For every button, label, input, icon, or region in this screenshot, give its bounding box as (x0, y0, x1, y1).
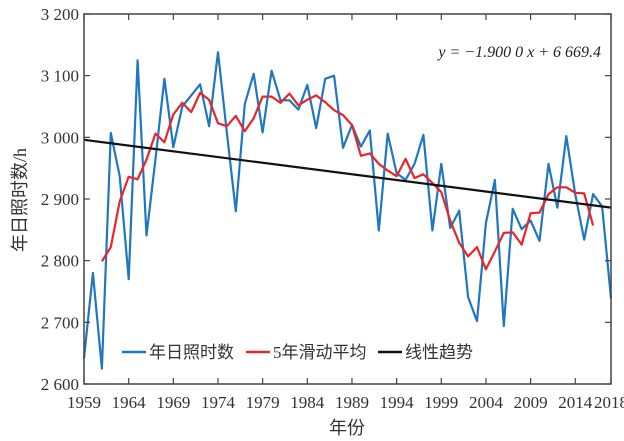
legend-label: 线性趋势 (405, 343, 473, 362)
x-axis-label: 年份 (329, 418, 365, 438)
y-tick-label: 2 600 (41, 375, 79, 394)
y-tick-label: 3 100 (41, 67, 79, 86)
x-tick-label: 1959 (67, 393, 101, 412)
x-tick-label: 1994 (380, 393, 415, 412)
x-tick-label: 1974 (201, 393, 236, 412)
x-tick-label: 1969 (156, 393, 190, 412)
annual-sunshine-line (82, 51, 613, 370)
x-tick-label: 2018 (594, 393, 624, 412)
x-tick-label: 2014 (558, 393, 593, 412)
series-layer (82, 51, 613, 370)
x-tick-label: 1999 (424, 393, 458, 412)
x-tick-label: 1989 (335, 393, 369, 412)
moving-average-line (100, 91, 595, 271)
regression-equation: y = −1.900 0 x + 6 669.4 (436, 44, 601, 61)
legend-label: 5年滑动平均 (273, 343, 367, 362)
ticks-layer: 1959 1964 1969 1974 1979 1984 1989 1994 1999 2004… (41, 5, 624, 412)
legend: 年日照时数 5年滑动平均 线性趋势 (122, 343, 473, 362)
x-tick-label: 1964 (112, 393, 147, 412)
x-tick-label: 1979 (246, 393, 280, 412)
y-axis-label: 年日照时数/h (10, 148, 30, 252)
y-tick-label: 2 800 (41, 252, 79, 271)
y-tick-label: 3 200 (41, 5, 79, 24)
x-tick-label: 1984 (290, 393, 325, 412)
y-tick-label: 2 900 (41, 190, 79, 209)
x-tick-label: 2004 (469, 393, 504, 412)
legend-label: 年日照时数 (149, 343, 234, 362)
plot-frame (83, 13, 612, 385)
x-tick-label: 2009 (514, 393, 548, 412)
y-tick-label: 3 000 (41, 128, 79, 147)
linear-trend-line (83, 138, 612, 209)
y-tick-label: 2 700 (41, 313, 79, 332)
